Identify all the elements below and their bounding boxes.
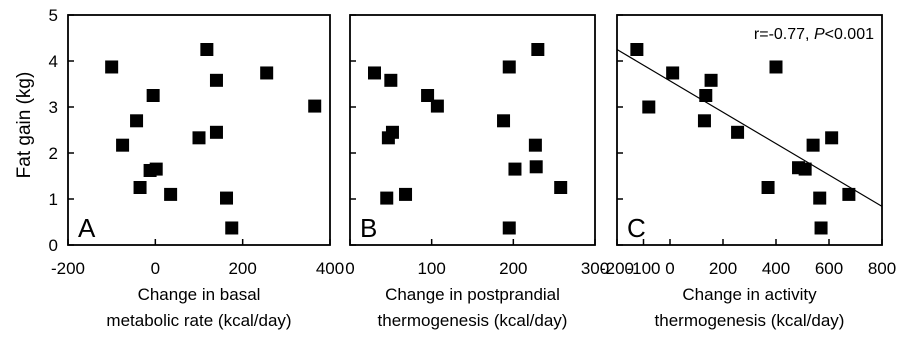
annotation-r: r=-0.77, (754, 26, 814, 43)
data-point (630, 43, 644, 56)
data-point (502, 60, 516, 74)
data-point (192, 131, 206, 145)
plot-frame (67, 14, 331, 246)
data-point (528, 138, 542, 152)
x-axis-title-line: Change in activity (682, 285, 817, 304)
data-point (200, 43, 214, 56)
data-point (105, 60, 119, 74)
x-tick-label: 400 (762, 259, 790, 278)
data-point (399, 187, 413, 201)
correlation-annotation: r=-0.77, P<0.001 (754, 26, 874, 43)
data-point (368, 66, 381, 80)
data-point (133, 181, 147, 194)
data-point (731, 125, 745, 139)
plot-frame (616, 14, 883, 246)
data-point (531, 43, 545, 56)
data-point (814, 221, 828, 235)
data-point (761, 181, 775, 194)
x-tick-label: 0 (665, 259, 674, 278)
data-point (430, 99, 444, 113)
panel-b: 0 100 200 300 Change in postprandial thermoge… (345, 14, 609, 330)
panel-a: -200 0 200 400 Change in basal metabolic rate… (51, 14, 344, 330)
x-tick-label: -200 (51, 259, 85, 278)
data-point (380, 191, 394, 205)
x-tick-label: -200 (600, 259, 634, 278)
data-point (421, 89, 435, 102)
x-tick-label: 400 (316, 259, 344, 278)
data-point (642, 100, 656, 114)
x-axis-title-line: thermogenesis (kcal/day) (378, 311, 568, 330)
panel-letter: B (360, 213, 377, 243)
data-point (798, 162, 812, 176)
x-axis-title-line: Change in basal (138, 285, 261, 304)
data-point (508, 162, 522, 176)
data-point (384, 73, 398, 87)
x-axis-title-line: Change in postprandial (385, 285, 560, 304)
x-tick-label: 0 (345, 259, 354, 278)
data-point (381, 131, 395, 145)
y-tick-label: 2 (49, 144, 58, 163)
data-point (225, 221, 239, 235)
data-point (704, 73, 718, 87)
x-axis-title-line: thermogenesis (kcal/day) (655, 311, 845, 330)
y-tick-label: 4 (49, 52, 58, 71)
data-point (699, 89, 713, 102)
data-point (209, 125, 223, 139)
data-point (143, 163, 157, 177)
data-point (130, 114, 144, 128)
data-point (666, 66, 680, 80)
data-point (502, 221, 516, 235)
data-point (806, 138, 820, 152)
y-tick-label: 0 (49, 236, 58, 255)
data-point (529, 160, 543, 174)
x-tick-label: 200 (228, 259, 256, 278)
data-point (308, 99, 322, 113)
data-point (209, 73, 223, 87)
data-point (842, 187, 856, 201)
panel-letter: C (627, 213, 646, 243)
y-tick-label: 3 (49, 98, 58, 117)
data-point (813, 191, 827, 205)
data-point (146, 89, 160, 102)
data-point (497, 114, 511, 128)
x-tick-label: 300 (581, 259, 609, 278)
x-tick-label: 200 (709, 259, 737, 278)
data-point (260, 66, 274, 80)
x-tick-label: 200 (499, 259, 527, 278)
panel-letter: A (78, 213, 96, 243)
x-tick-label: -100 (626, 259, 660, 278)
panel-c: -200-100 0 200 400 600 800 Change in activity t… (600, 14, 896, 330)
regression-line (616, 48, 883, 207)
data-point (116, 138, 130, 152)
x-axis-title-line: metabolic rate (kcal/day) (106, 311, 291, 330)
data-point (769, 60, 783, 74)
y-tick-label: 1 (49, 190, 58, 209)
y-tick-label: 5 (49, 6, 58, 25)
x-tick-label: 600 (815, 259, 843, 278)
annotation-p-symbol: P (814, 26, 825, 43)
x-tick-label: 800 (868, 259, 896, 278)
data-point (825, 131, 839, 145)
data-point (220, 191, 234, 205)
data-point (697, 114, 711, 128)
annotation-p-value: <0.001 (825, 26, 874, 43)
plot-frame (349, 14, 596, 246)
x-tick-label: 100 (417, 259, 445, 278)
y-axis-tick-labels: 0 1 2 3 4 5 (49, 6, 58, 255)
x-tick-label: 0 (151, 259, 160, 278)
y-axis-title: Fat gain (kg) (14, 72, 35, 179)
data-point (554, 181, 568, 194)
data-point (164, 187, 178, 201)
